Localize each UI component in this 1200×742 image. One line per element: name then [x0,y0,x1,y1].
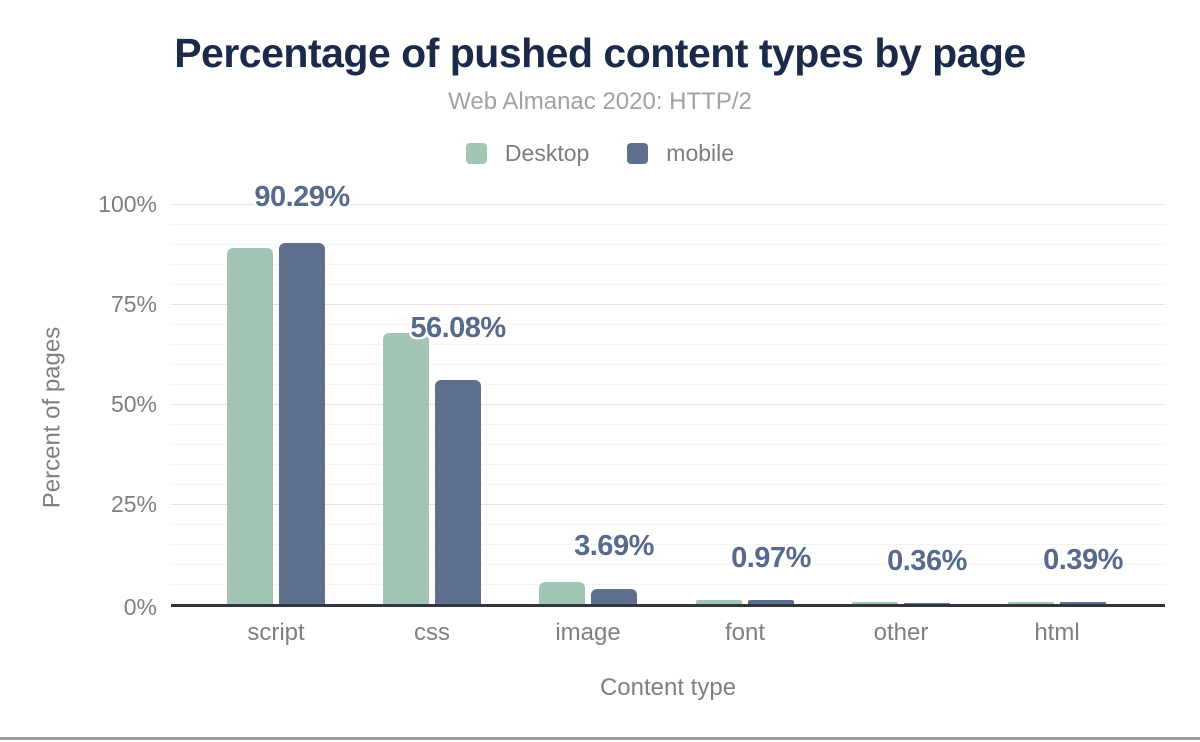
bar-desktop-script [227,248,273,604]
x-axis-baseline [171,604,1165,607]
major-gridline [171,504,1165,505]
bar-mobile-script [279,242,325,604]
bar-mobile-css [435,379,481,604]
legend: Desktop mobile [0,140,1200,167]
chart-title: Percentage of pushed content types by pa… [174,30,1026,76]
minor-gridline [171,524,1165,525]
bar-value-label: 3.69% [574,530,654,563]
bar-desktop-other [852,601,898,604]
x-axis-title: Content type [599,674,737,701]
bar-mobile-other [904,602,950,604]
bar-value-label: 90.29% [254,180,350,213]
y-axis-tick-label: 100% [98,191,157,217]
minor-gridline [171,444,1165,445]
legend-item-desktop: Desktop [465,140,590,167]
legend-swatch-icon [465,143,487,164]
major-gridline [171,404,1165,405]
minor-gridline [171,464,1165,465]
minor-gridline [171,224,1165,225]
bar-value-label: 0.39% [1043,544,1123,577]
minor-gridline [171,364,1165,365]
minor-gridline [171,584,1165,585]
x-axis-tick-label: css [414,619,450,646]
y-axis-tick-label: 25% [110,491,157,517]
y-axis-tick-label: 50% [110,391,157,417]
minor-gridline [171,284,1165,285]
major-gridline [171,304,1165,305]
minor-gridline [171,324,1165,325]
bar-mobile-html [1060,602,1106,604]
bar-desktop-html [1008,601,1054,604]
bottom-divider [0,737,1200,740]
x-axis-tick-label: font [724,619,766,646]
y-axis-title: Percent of pages [38,326,66,509]
major-gridline [171,204,1165,205]
chart-subtitle: Web Almanac 2020: HTTP/2 [448,88,752,115]
minor-gridline [171,264,1165,265]
bar-mobile-image [591,589,637,604]
bar-desktop-css [383,332,429,604]
x-axis-tick-label: html [1034,619,1080,646]
minor-gridline [171,544,1165,545]
x-axis-tick-label: script [247,619,305,646]
minor-gridline [171,384,1165,385]
legend-item-mobile: mobile [627,140,734,167]
x-axis-tick-label: image [555,619,621,646]
bar-value-label: 0.97% [731,542,811,575]
minor-gridline [171,244,1165,245]
legend-label: mobile [666,140,735,166]
bar-mobile-font [748,600,794,604]
minor-gridline [171,564,1165,565]
minor-gridline [171,484,1165,485]
bar-desktop-font [696,600,742,604]
legend-label: Desktop [504,140,590,166]
x-axis-tick-label: other [873,619,929,646]
minor-gridline [171,344,1165,345]
legend-swatch-icon [627,143,649,164]
bar-value-label: 56.08% [410,311,506,344]
bar-desktop-image [539,581,585,604]
bar-value-label: 0.36% [887,544,967,577]
y-axis-tick-label: 0% [123,594,157,620]
minor-gridline [171,424,1165,425]
y-axis-tick-label: 75% [110,291,157,317]
